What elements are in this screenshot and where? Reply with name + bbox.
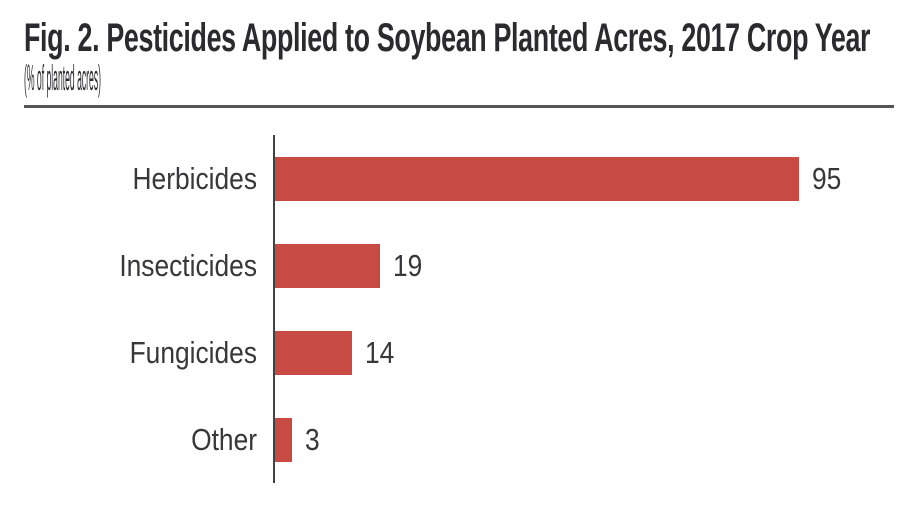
bar-area: 14 <box>275 330 400 375</box>
bar-row: Other 3 <box>24 396 894 483</box>
header-divider <box>24 105 894 108</box>
bar-row: Herbicides 95 <box>24 135 894 222</box>
bar-area: 19 <box>275 243 427 288</box>
category-label: Insecticides <box>119 247 257 283</box>
bar-area: 95 <box>275 156 846 201</box>
bar-row: Fungicides 14 <box>24 309 894 396</box>
bar <box>275 243 380 288</box>
bar-area: 3 <box>275 417 322 462</box>
value-label: 14 <box>365 334 395 370</box>
bar <box>275 156 799 201</box>
category-label: Herbicides <box>132 160 257 196</box>
bar <box>275 417 292 462</box>
value-label: 95 <box>812 160 842 196</box>
category-label: Fungicides <box>129 334 257 370</box>
category-label: Other <box>191 421 257 457</box>
figure-title: Fig. 2. Pesticides Applied to Soybean Pl… <box>24 16 871 60</box>
bar-chart: Herbicides 95 Insecticides 19 Fungicides 14 Ot… <box>24 135 894 483</box>
bar-rows: Herbicides 95 Insecticides 19 Fungicides 14 Ot… <box>24 135 894 483</box>
value-label: 3 <box>304 421 320 457</box>
y-axis-baseline <box>273 135 275 483</box>
bar <box>275 330 353 375</box>
value-label: 19 <box>392 247 423 283</box>
figure-subtitle: (% of planted acres) <box>24 57 101 98</box>
bar-row: Insecticides 19 <box>24 222 894 309</box>
